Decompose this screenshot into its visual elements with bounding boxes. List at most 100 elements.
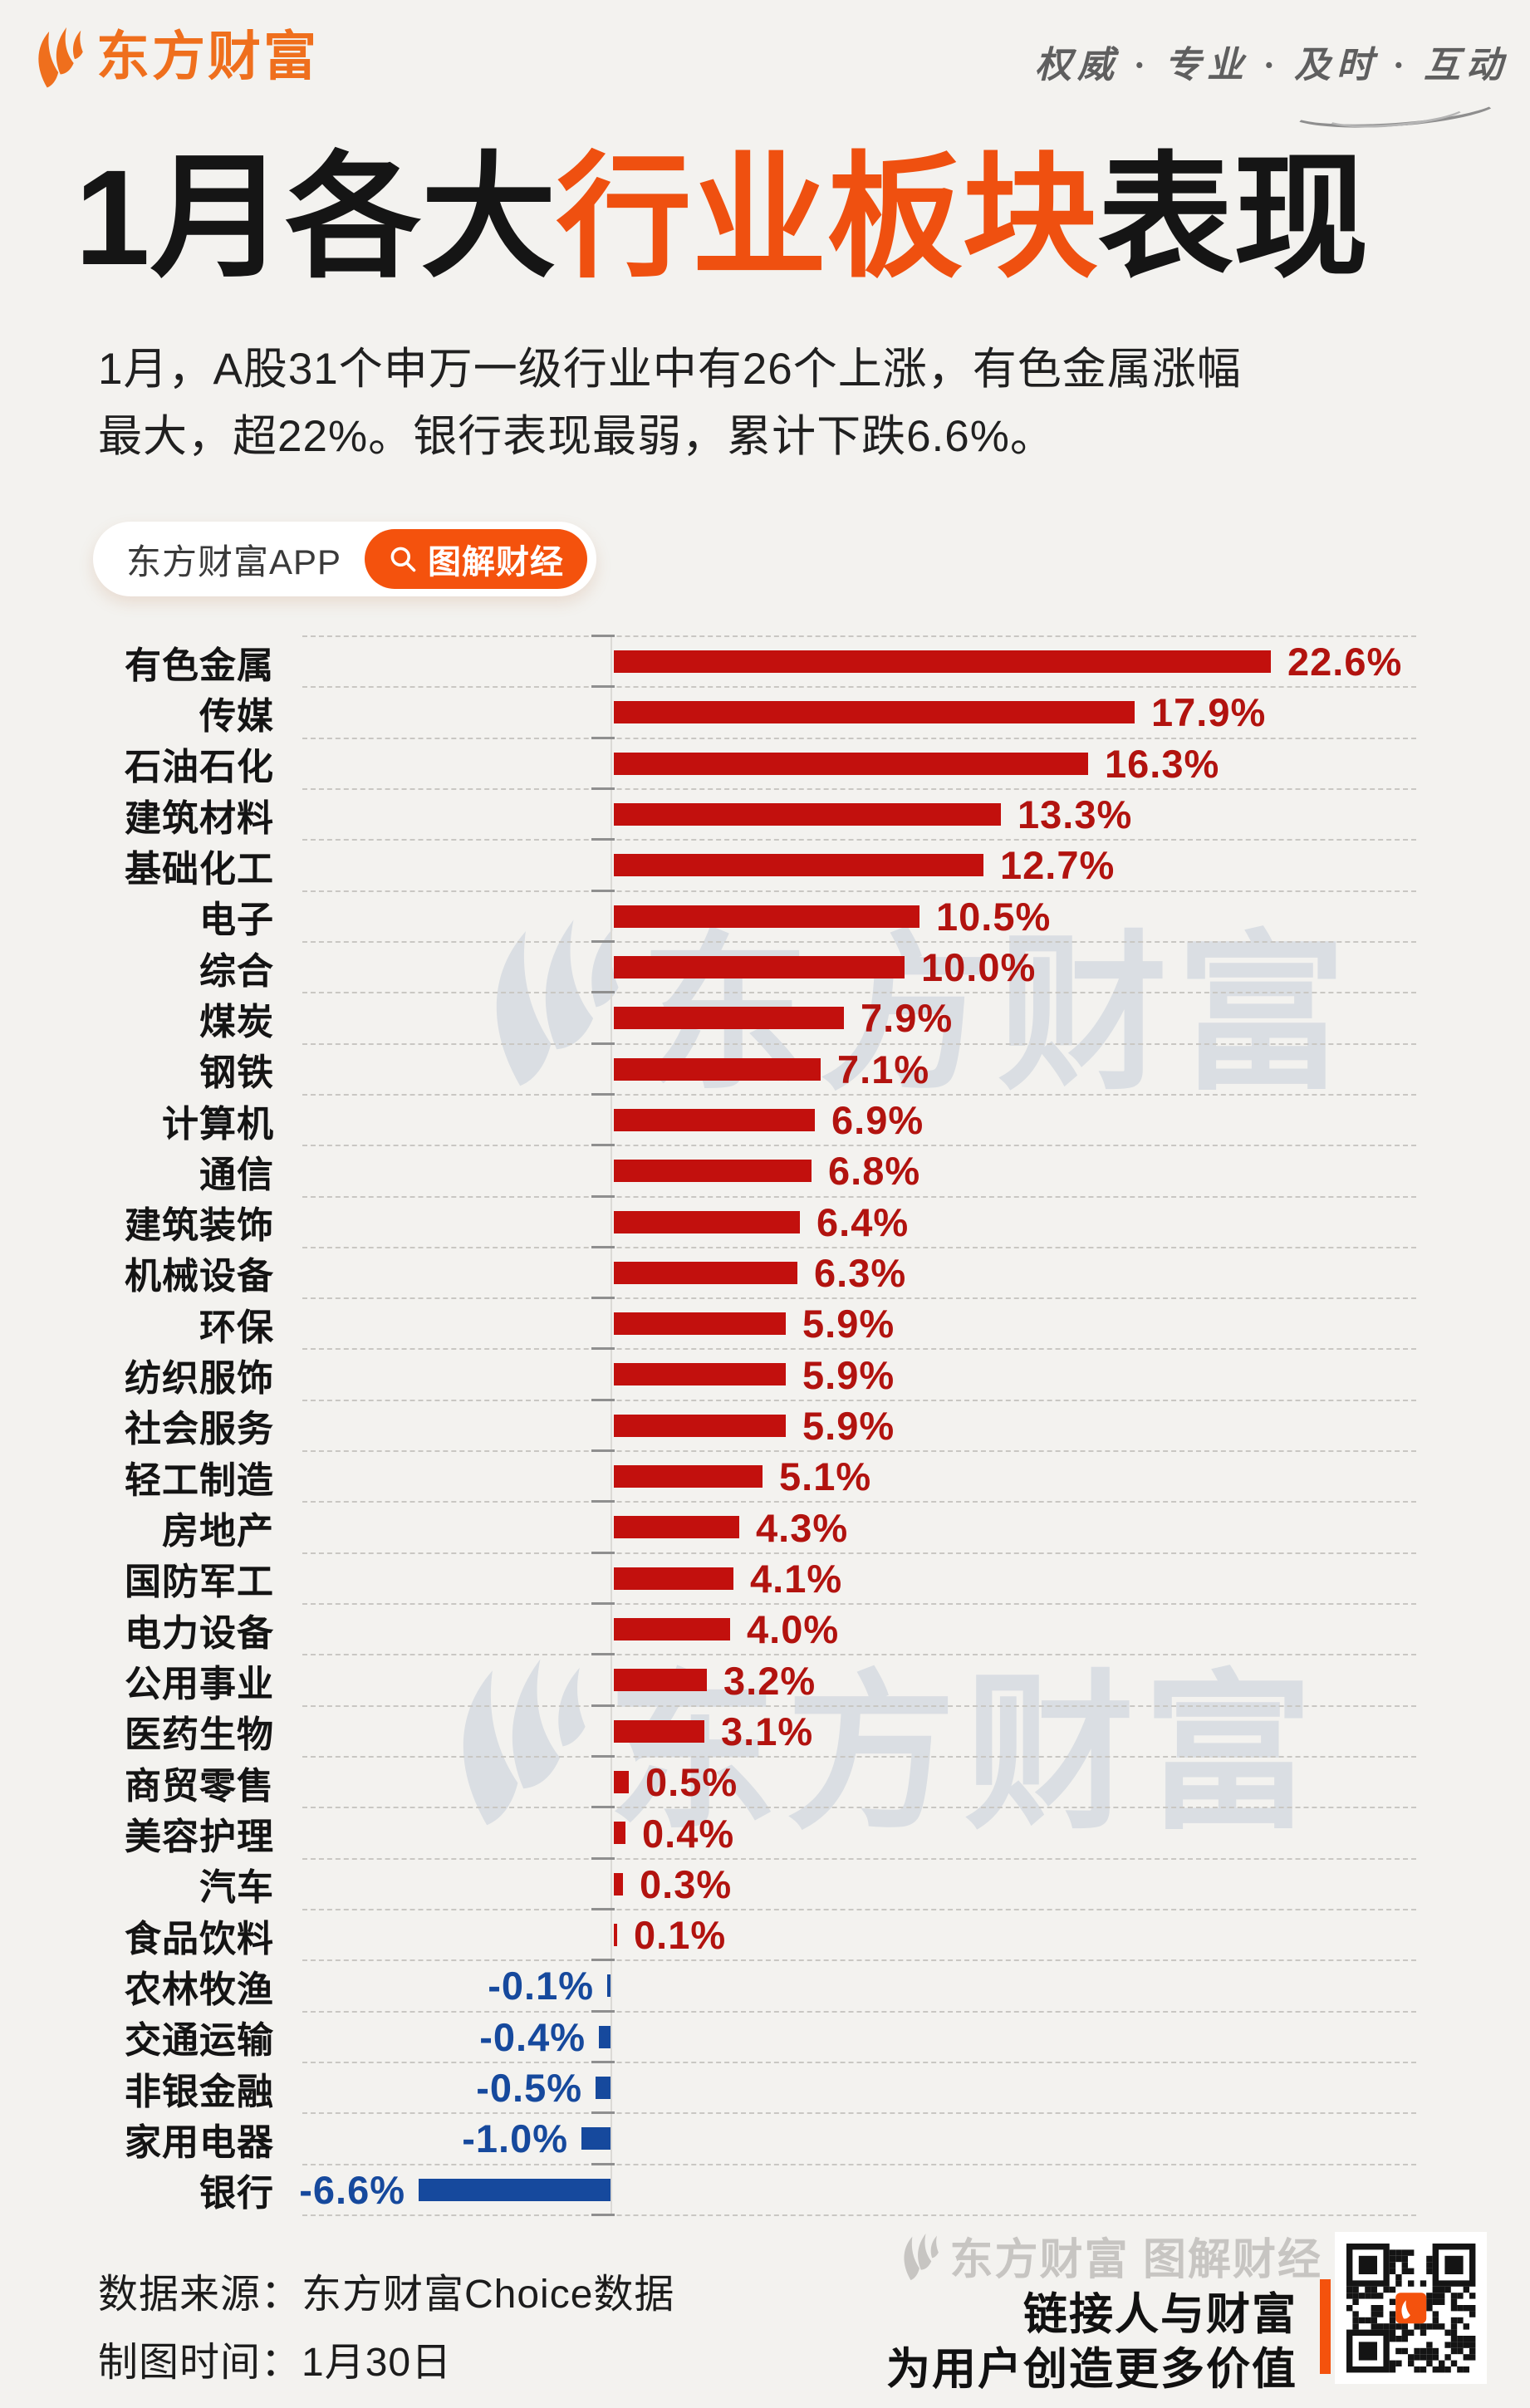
bar-value-label: -6.6% <box>299 2167 405 2212</box>
chart-row: 食品饮料 0.1% <box>0 1908 1530 1960</box>
bar-category-label: 社会服务 <box>125 1409 274 1450</box>
footer-watermark: 东方财富 图解财经 <box>899 2224 1322 2287</box>
bar <box>614 802 1001 826</box>
search-icon <box>390 547 416 572</box>
axis-tick <box>591 1144 615 1147</box>
bar <box>419 2178 611 2201</box>
chart-row: 环保 5.9% <box>0 1297 1530 1349</box>
chart-bottom-gridline <box>0 2213 1530 2217</box>
chart-row: 交通运输 -0.4% <box>0 2009 1530 2062</box>
bar <box>614 1465 763 1488</box>
gridline <box>302 1145 1416 1147</box>
bar <box>596 2076 611 2099</box>
chart-row: 建筑装饰 6.4% <box>0 1194 1530 1248</box>
title-prefix: 1月各大 <box>75 141 557 293</box>
chart-row: 煤炭 7.9% <box>0 991 1530 1043</box>
qr-code <box>1335 2232 1487 2384</box>
bar <box>614 650 1271 673</box>
footer-source: 数据来源：东方财富Choice数据 制图时间：1月30日 <box>98 2261 674 2397</box>
gridline <box>302 1959 1416 1962</box>
slogan-line-1: 链接人与财富 <box>1023 2290 1297 2339</box>
bar-value-label: -0.5% <box>476 2066 582 2111</box>
gridline <box>302 1348 1416 1351</box>
bar-value-label: 5.9% <box>802 1403 895 1448</box>
gridline <box>302 2010 1416 2013</box>
axis-tick <box>591 1449 615 1453</box>
axis-tick <box>591 1500 615 1503</box>
axis-tick <box>591 1653 615 1656</box>
axis-tick <box>591 1959 615 1962</box>
gridline <box>302 737 1416 739</box>
bar-category-label: 农林牧渔 <box>125 1969 274 2010</box>
axis-tick <box>591 1347 615 1351</box>
bar-category-label: 食品饮料 <box>125 1918 274 1959</box>
bar <box>614 1312 786 1336</box>
gridline <box>302 1603 1416 1606</box>
axis-tick <box>591 1092 615 1096</box>
gridline <box>302 1552 1416 1554</box>
axis-tick <box>591 2060 615 2063</box>
bar-value-label: 10.0% <box>921 945 1037 990</box>
bar-value-label: -0.1% <box>488 1964 594 2008</box>
bar <box>614 905 919 928</box>
slogan-divider <box>1320 2279 1331 2374</box>
footer-watermark-text: 东方财富 图解财经 <box>949 2236 1322 2284</box>
bar <box>614 1567 733 1590</box>
explore-finance-button[interactable]: 图解财经 <box>365 529 588 589</box>
bar-category-label: 交通运输 <box>125 2020 274 2062</box>
chart-row: 有色金属 22.6% <box>0 635 1530 687</box>
chart-row: 通信 6.8% <box>0 1144 1530 1196</box>
bar-category-label: 石油石化 <box>125 747 274 788</box>
chart-row: 国防军工 4.1% <box>0 1551 1530 1604</box>
axis-tick <box>591 889 615 892</box>
page-title: 1月各大行业板块表现 <box>75 133 1369 302</box>
bar <box>614 1261 797 1284</box>
bar <box>581 2127 611 2151</box>
chart-row: 轻工制造 5.1% <box>0 1449 1530 1502</box>
axis-tick <box>591 1194 615 1198</box>
bar-value-label: 17.9% <box>1151 690 1267 735</box>
gridline <box>302 940 1416 943</box>
axis-tick <box>591 1856 615 1860</box>
app-badge[interactable]: 东方财富APP 图解财经 <box>93 522 597 596</box>
brand: 东方财富 <box>32 23 319 90</box>
chart-row: 纺织服饰 5.9% <box>0 1347 1530 1400</box>
bar <box>614 1669 707 1692</box>
bar-category-label: 美容护理 <box>125 1817 274 1858</box>
bar-category-label: 医药生物 <box>125 1714 274 1756</box>
bar-value-label: 5.1% <box>779 1454 872 1499</box>
bar-value-label: 3.1% <box>721 1709 814 1753</box>
bar-value-label: 12.7% <box>1000 843 1116 888</box>
gridline <box>302 1756 1416 1758</box>
bar <box>614 1822 625 1845</box>
bar <box>614 1210 800 1233</box>
bar-value-label: 6.8% <box>828 1149 921 1194</box>
bar-category-label: 煤炭 <box>199 1001 274 1042</box>
bar-category-label: 建筑装饰 <box>125 1205 274 1247</box>
chart-row: 石油石化 16.3% <box>0 736 1530 789</box>
bar-category-label: 机械设备 <box>125 1256 274 1297</box>
bar <box>614 1516 739 1539</box>
axis-tick <box>591 685 615 689</box>
bar-value-label: 22.6% <box>1287 640 1403 684</box>
bar-category-label: 钢铁 <box>199 1052 274 1094</box>
chart-row: 非银金融 -0.5% <box>0 2060 1530 2113</box>
chart-row: 商贸零售 0.5% <box>0 1755 1530 1807</box>
gridline <box>302 992 1416 994</box>
chart-date-line: 制图时间：1月30日 <box>98 2341 453 2385</box>
gridline <box>302 1807 1416 1809</box>
chart-row: 农林牧渔 -0.1% <box>0 1959 1530 2011</box>
axis-tick <box>591 1042 615 1045</box>
chart-row: 银行 -6.6% <box>0 2162 1530 2215</box>
axis-tick <box>591 2213 615 2216</box>
bar-category-label: 建筑材料 <box>125 797 274 839</box>
chart-row: 传媒 17.9% <box>0 685 1530 738</box>
axis-tick <box>591 1297 615 1300</box>
chart-row: 社会服务 5.9% <box>0 1398 1530 1451</box>
axis-tick <box>591 1398 615 1401</box>
axis-tick <box>591 1602 615 1606</box>
bar-category-label: 银行 <box>199 2173 274 2214</box>
axis-tick <box>591 787 615 790</box>
bar-value-label: 0.1% <box>634 1913 727 1958</box>
